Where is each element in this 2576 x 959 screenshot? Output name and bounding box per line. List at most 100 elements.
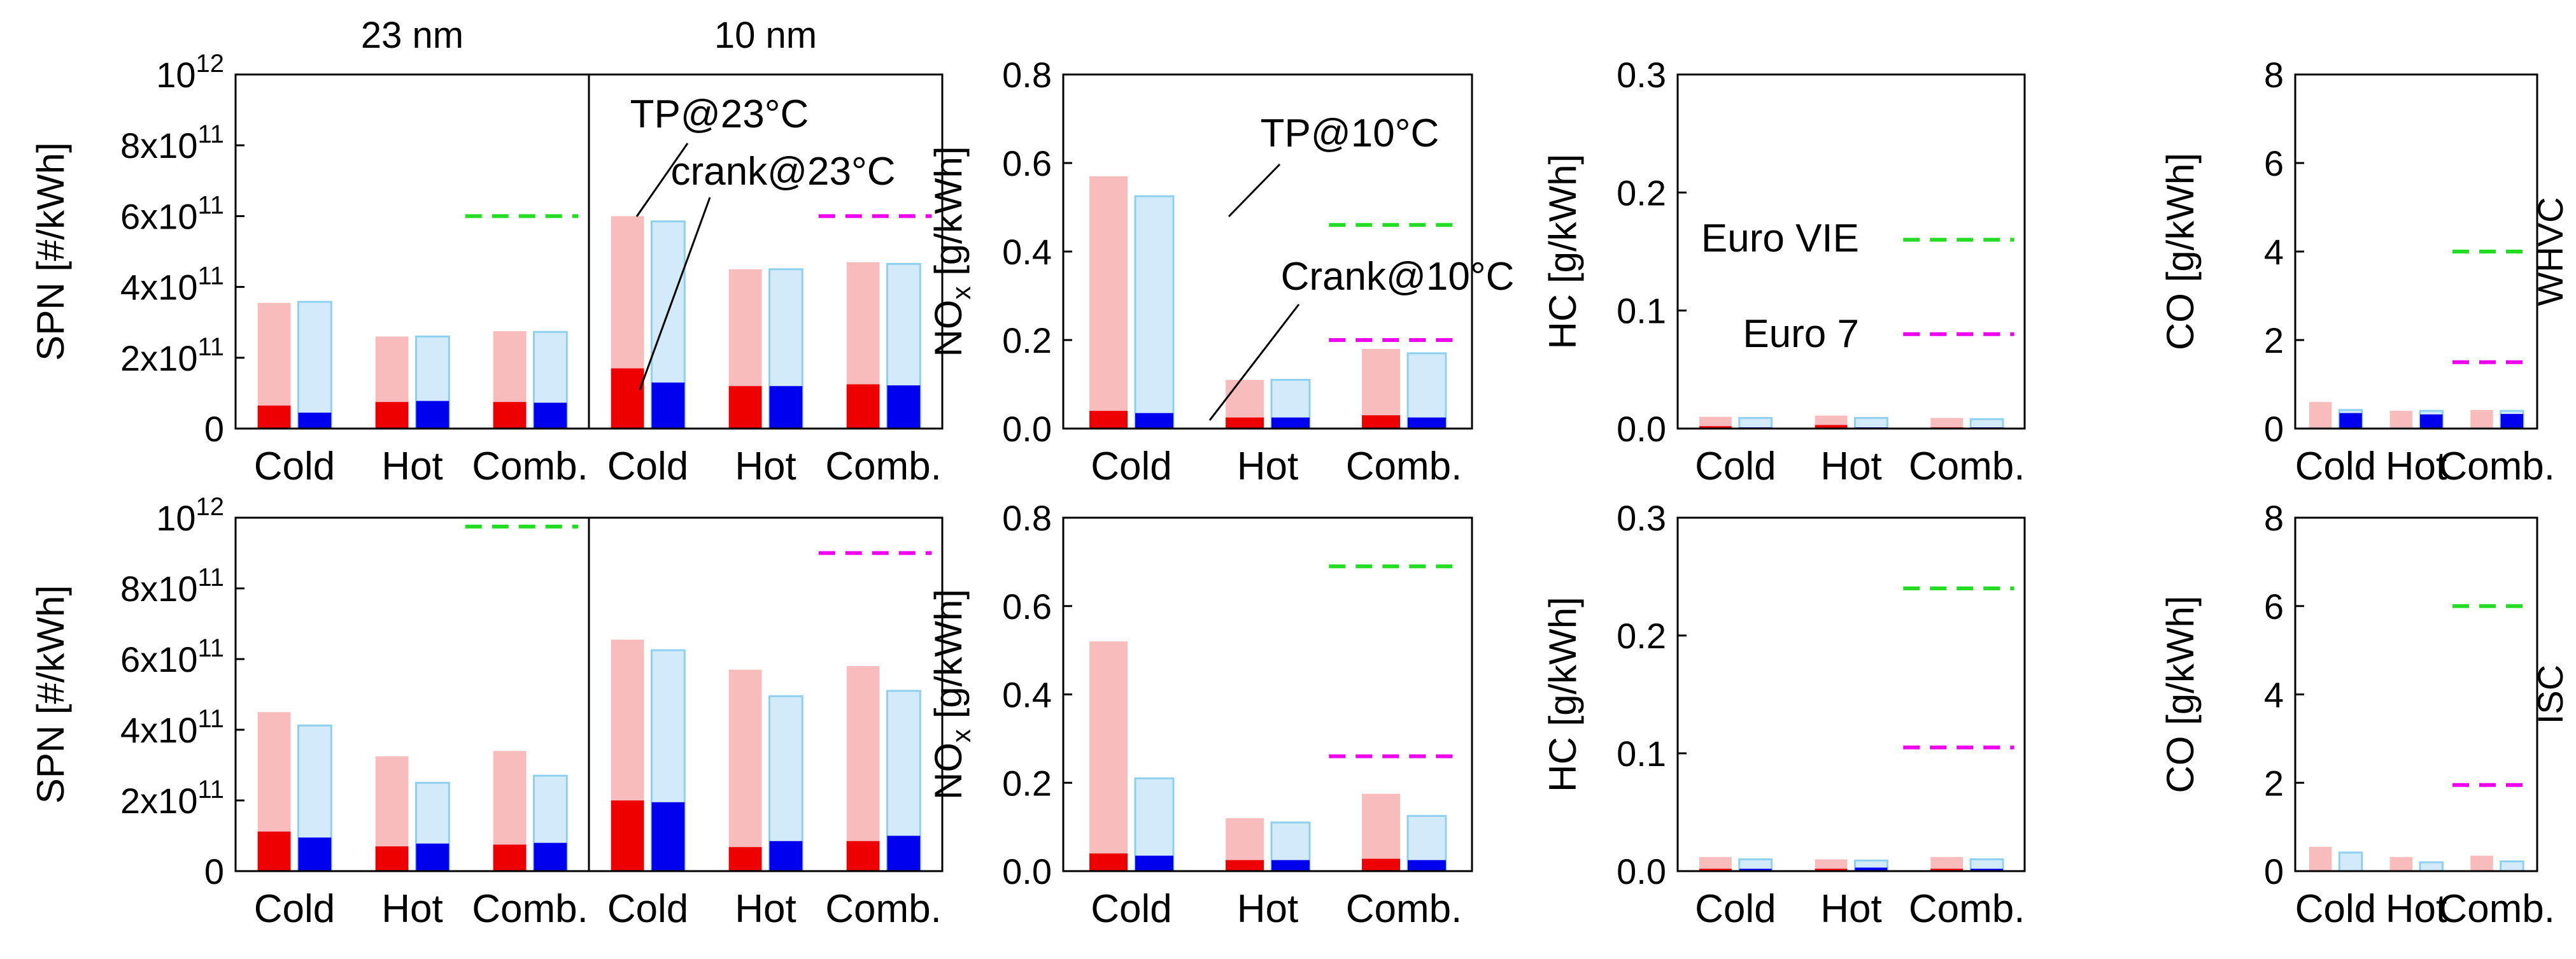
co-0-tp23-bar-Hot: [2389, 411, 2412, 429]
co-ytick-label: 2: [2264, 763, 2284, 803]
spn-WHVC-0-cat-Comb: Comb.: [472, 444, 588, 488]
nox-ytick-label: 0.4: [1002, 232, 1052, 272]
spn-ISC-1-crank10-bar-Cold: [651, 802, 685, 871]
spn-WHVC-1-cat-Cold: Cold: [607, 444, 689, 488]
hc-1-cat-Comb: Comb.: [1909, 887, 2025, 931]
nox-1-tp23-bar-Cold: [1089, 641, 1128, 871]
spn-ytick-label: 8x1011: [120, 120, 224, 166]
hc-1-crank10-bar-Cold: [1739, 869, 1772, 871]
spn-WHVC-1-crank23-bar-Cold: [611, 368, 644, 429]
co-ytick-label: 6: [2264, 143, 2284, 183]
spn-ISC-ylabel: SPN [#/kWh]: [29, 585, 72, 804]
spn-WHVC-1-crank23-bar-Comb.: [846, 384, 880, 429]
co-frame: [2294, 73, 2538, 430]
spn-ytick-label: 1012: [156, 50, 224, 95]
hc-ytick-label: 0.2: [1617, 616, 1666, 656]
co-0-ylabel: CO [g/kWh]: [2159, 153, 2202, 350]
spn-ISC-0-crank23-bar-Hot: [375, 846, 409, 871]
nox-ytick-label: 0.6: [1002, 586, 1052, 627]
co-row-0: [2309, 250, 2530, 430]
nox-0-crank10-bar-Cold: [1135, 413, 1173, 429]
spn-WHVC-1-crank10-bar-Comb.: [887, 385, 921, 429]
nox-ytick-label: 0.6: [1002, 143, 1052, 183]
spn-ISC-1-tp23-bar-Hot: [728, 669, 762, 871]
nox-ytick-label: 0.0: [1002, 409, 1052, 449]
spn-WHVC-0-cat-Hot: Hot: [381, 444, 442, 488]
hc-frame: [1676, 73, 2026, 430]
co-ytick-label: 6: [2264, 586, 2284, 627]
spn-ytick-label: 0: [204, 851, 224, 892]
anno-euro-vie: Euro VIE: [1701, 217, 1859, 260]
nox-0-crank10-bar-Hot: [1271, 417, 1310, 429]
spn-WHVC-1-cat-Comb: Comb.: [825, 444, 942, 488]
spn-ytick-label: 6x1011: [120, 634, 224, 679]
spn-ytick-label: 2x1011: [120, 333, 224, 378]
hc-ytick-label: 0.3: [1617, 55, 1666, 95]
nox-1-cat-Cold: Cold: [1091, 887, 1172, 931]
spn-ISC-0-crank10-bar-Hot: [416, 843, 449, 871]
co-ytick-label: 0: [2264, 851, 2284, 892]
nox-1-crank10-bar-Comb.: [1408, 860, 1446, 871]
co-ytick-label: 8: [2264, 55, 2284, 95]
hc-1-crank23-bar-Comb.: [1930, 869, 1964, 871]
spn-ISC-1-cat-Hot: Hot: [735, 887, 796, 931]
nox-0-tp10-bar-Cold: [1134, 195, 1175, 430]
spn-row-ISC: [257, 524, 932, 872]
spn-WHVC-1-crank10-bar-Cold: [651, 382, 685, 429]
co-1-cat-Cold: Cold: [2295, 887, 2377, 931]
nox-row-1: [1089, 564, 1460, 872]
hc-ytick-label: 0.0: [1617, 409, 1666, 449]
spn-WHVC-0-crank23-bar-Hot: [375, 402, 409, 429]
spn-ytick-label: 0: [204, 409, 224, 449]
nox-0-cat-Hot: Hot: [1237, 444, 1298, 488]
spn-ytick-label: 4x1011: [120, 705, 224, 750]
nox-1-crank10-bar-Hot: [1271, 860, 1310, 871]
co-1-tp23-bar-Cold: [2309, 846, 2332, 871]
hc-0-cat-Cold: Cold: [1695, 444, 1776, 488]
hc-ytick-label: 0.0: [1617, 851, 1666, 892]
spn-ytick-label: 2x1011: [120, 776, 224, 821]
co-0-cat-Cold: Cold: [2295, 444, 2377, 488]
spn-ISC-0-crank23-bar-Comb.: [493, 844, 527, 871]
co-0-crank10-bar-Hot: [2420, 414, 2443, 429]
title-10nm: 10 nm: [714, 15, 817, 56]
nox-ytick-label: 0.8: [1002, 55, 1052, 95]
anno-tp10: TP@10°C: [1261, 111, 1440, 155]
nox-0-crank23-bar-Cold: [1089, 411, 1128, 429]
co-0-tp23-bar-Comb.: [2470, 409, 2493, 429]
spn-WHVC-0-crank23-bar-Comb.: [493, 402, 527, 429]
hc-1-crank10-bar-Hot: [1855, 867, 1888, 871]
spn-ISC-0-cat-Hot: Hot: [381, 887, 442, 931]
spn-WHVC-0-crank10-bar-Cold: [298, 412, 332, 429]
nox-1-cat-Comb: Comb.: [1346, 887, 1462, 931]
spn-ytick-label: 8x1011: [120, 564, 224, 609]
co-1-tp10-bar-Cold: [2338, 851, 2363, 872]
anno-crank10-leader: [1208, 304, 1300, 421]
hc-row-1: [1699, 586, 2014, 872]
nox-ytick-label: 0.2: [1002, 320, 1052, 360]
spn-WHVC-1-crank23-bar-Hot: [728, 386, 762, 429]
co-frame: [2294, 516, 2538, 872]
hc-0-cat-Comb: Comb.: [1909, 444, 2025, 488]
hc-1-crank23-bar-Hot: [1815, 869, 1848, 871]
spn-ISC-1-crank10-bar-Comb.: [887, 835, 921, 871]
anno-crank10: Crank@10°C: [1281, 255, 1515, 299]
nox-1-cat-Hot: Hot: [1237, 887, 1298, 931]
spn-WHVC-ylabel: SPN [#/kWh]: [29, 142, 72, 360]
nox-ytick-label: 0.4: [1002, 675, 1052, 715]
spn-ISC-0-cat-Cold: Cold: [254, 887, 336, 931]
spn-ISC-1-cat-Cold: Cold: [607, 887, 689, 931]
co-ytick-label: 4: [2264, 232, 2284, 272]
co-1-tp10-bar-Hot: [2419, 861, 2444, 872]
spn-WHVC-0-crank23-bar-Cold: [257, 405, 291, 429]
spn-ISC-1-cat-Comb: Comb.: [825, 887, 942, 931]
hc-0-crank23-bar-Hot: [1815, 425, 1848, 429]
co-0-cat-Comb: Comb.: [2438, 444, 2555, 488]
hc-row-0: [1699, 238, 2014, 430]
hc-1-crank23-bar-Cold: [1699, 869, 1732, 871]
co-0-crank10-bar-Cold: [2339, 413, 2362, 429]
anno-tp23: TP@23°C: [630, 92, 809, 136]
nox-0-crank23-bar-Comb.: [1362, 415, 1400, 429]
spn-ISC-0-cat-Comb: Comb.: [472, 887, 588, 931]
hc-ytick-label: 0.1: [1617, 734, 1666, 774]
